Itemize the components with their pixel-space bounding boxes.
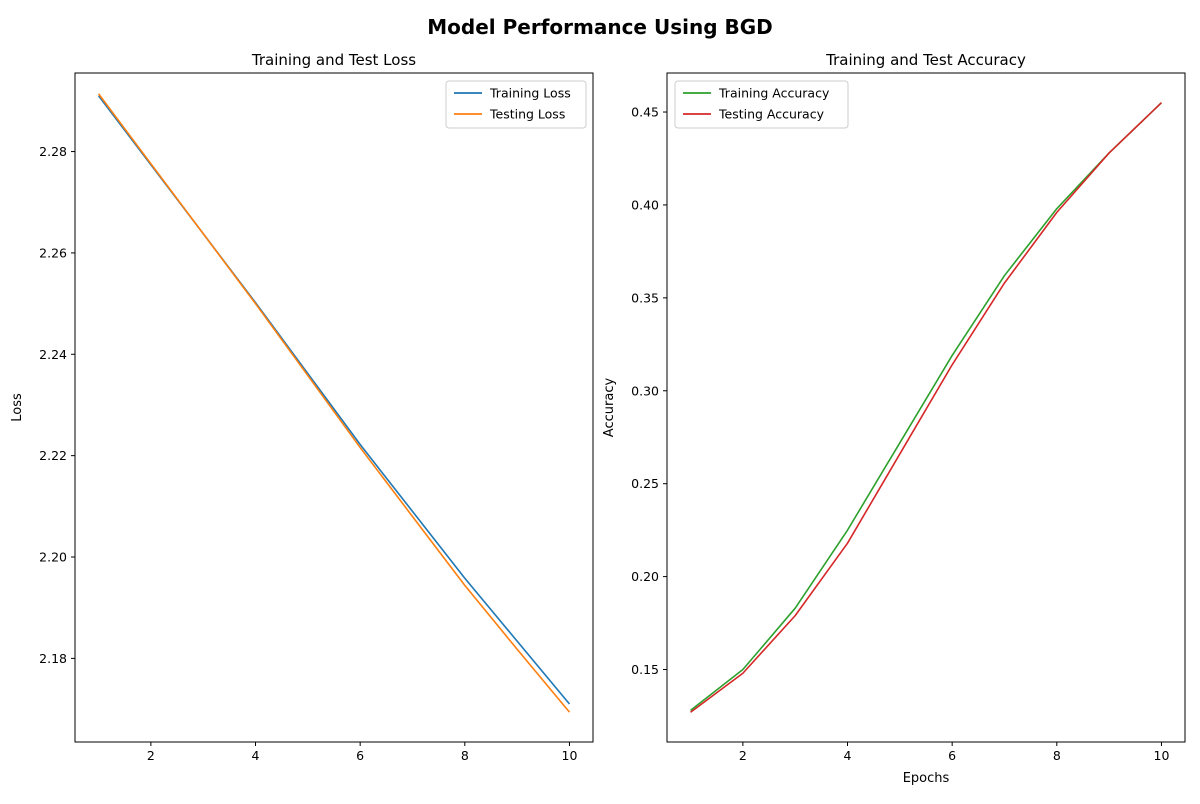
loss-y-tick-label: 2.18 [39,651,67,666]
figure-title: Model Performance Using BGD [427,15,772,39]
loss-y-axis-label: Loss [10,393,25,422]
loss-legend-label-testing-loss: Testing Loss [489,107,565,122]
accuracy-x-axis-label: Epochs [903,771,950,786]
loss-legend-label-training-loss: Training Loss [489,86,571,101]
accuracy-x-ticks: 2 4 6 8 10 [739,742,1170,763]
accuracy-y-tick-label: 0.25 [631,476,659,491]
accuracy-plot-lines [691,103,1162,713]
accuracy-legend: Training Accuracy Testing Accuracy [675,81,848,128]
accuracy-legend-label-training-accuracy: Training Accuracy [718,86,830,101]
loss-y-ticks: 2.18 2.20 2.22 2.24 2.26 2.28 [39,144,75,666]
loss-x-tick-label: 8 [461,748,469,763]
accuracy-y-ticks: 0.15 0.20 0.25 0.30 0.35 0.40 0.45 [631,105,667,678]
loss-axes: 2 4 6 8 10 2.18 2.20 2.22 2.24 2.26 2.28 Training… [10,51,593,763]
loss-y-tick-label: 2.26 [39,245,67,260]
accuracy-legend-label-testing-accuracy: Testing Accuracy [718,107,825,122]
accuracy-chart-title: Training and Test Accuracy [825,51,1026,69]
accuracy-y-tick-label: 0.35 [631,290,659,305]
loss-x-tick-label: 2 [147,748,155,763]
accuracy-y-tick-label: 0.15 [631,662,659,677]
accuracy-x-tick-label: 10 [1154,748,1170,763]
loss-x-ticks: 2 4 6 8 10 [147,742,578,763]
loss-x-tick-label: 4 [252,748,260,763]
accuracy-y-tick-label: 0.45 [631,105,659,120]
loss-plot-lines [99,94,570,712]
accuracy-x-tick-label: 4 [844,748,852,763]
accuracy-series-line-training-accuracy [691,103,1162,711]
loss-axes-frame [75,73,593,742]
accuracy-y-tick-label: 0.40 [631,197,659,212]
accuracy-y-tick-label: 0.20 [631,569,659,584]
loss-x-tick-label: 10 [562,748,578,763]
loss-y-tick-label: 2.20 [39,550,67,565]
loss-y-tick-label: 2.28 [39,144,67,159]
loss-y-tick-label: 2.22 [39,448,67,463]
accuracy-axes: 2 4 6 8 10 0.15 0.20 0.25 0.30 0.35 0.40 0.45 Trai… [602,51,1185,786]
accuracy-series-line-testing-accuracy [691,103,1162,713]
loss-x-tick-label: 6 [356,748,364,763]
accuracy-y-axis-label: Accuracy [602,378,617,438]
loss-legend: Training Loss Testing Loss [446,81,586,128]
accuracy-y-tick-label: 0.30 [631,383,659,398]
loss-y-tick-label: 2.24 [39,347,67,362]
loss-chart-title: Training and Test Loss [251,51,416,69]
accuracy-x-tick-label: 2 [739,748,747,763]
accuracy-x-tick-label: 6 [948,748,956,763]
accuracy-x-tick-label: 8 [1053,748,1061,763]
accuracy-axes-frame [667,73,1185,742]
